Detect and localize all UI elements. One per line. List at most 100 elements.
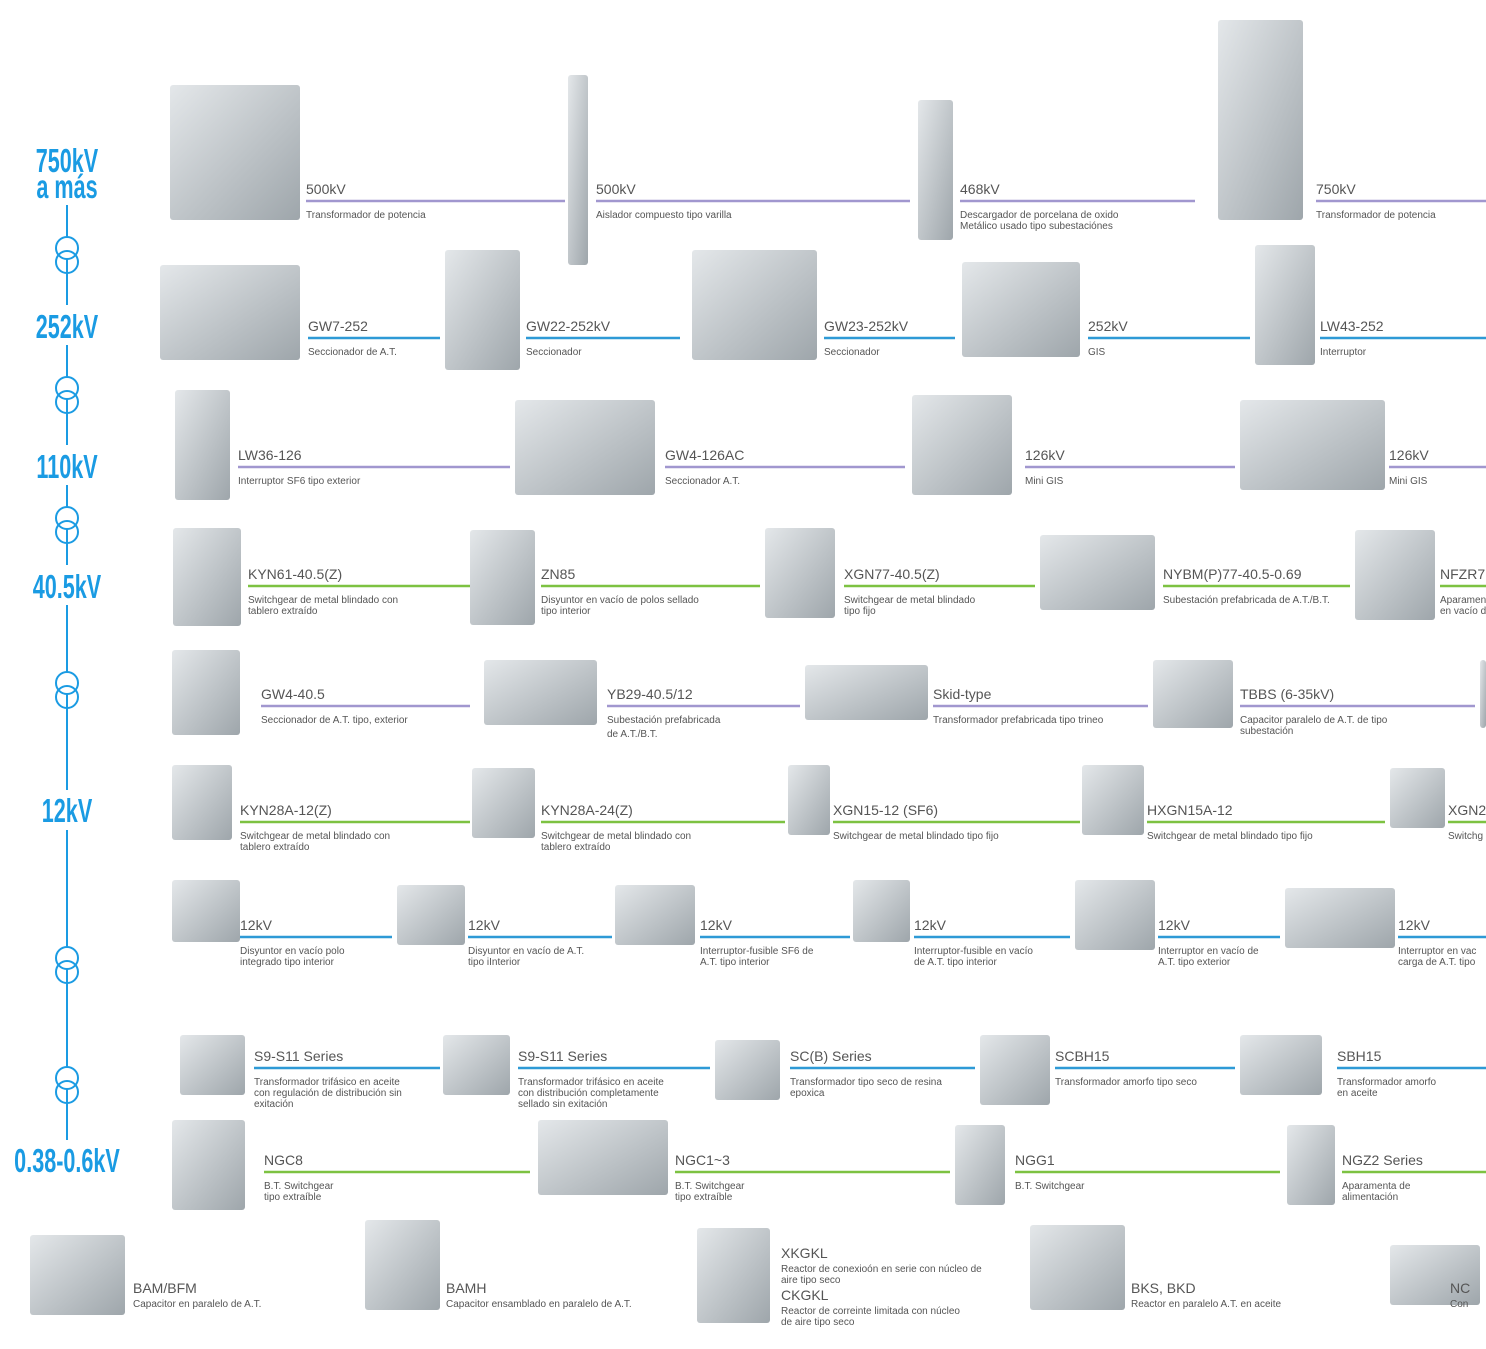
product-model: KYN28A-12(Z)	[240, 802, 332, 818]
product-description: Aparamenta de	[1342, 1181, 1411, 1192]
product-description: Switchgear de metal blindado con	[541, 831, 691, 842]
product-description: Disyuntor en vacío polo	[240, 946, 345, 957]
product-description: Switchg	[1448, 831, 1483, 842]
product-image	[962, 262, 1080, 357]
product-model: HXGN15A-12	[1147, 802, 1233, 818]
product-description: GIS	[1088, 347, 1106, 358]
product-image	[1355, 530, 1435, 620]
product-model: S9-S11 Series	[254, 1048, 343, 1064]
product-description: Interruptor-fusible en vacío	[914, 946, 1033, 957]
product-model: 252kV	[1088, 318, 1128, 334]
product-description: tipo extraíble	[675, 1192, 733, 1203]
product-image	[1287, 1125, 1335, 1205]
product-description: Transformador tipo seco de resina	[790, 1077, 942, 1088]
product-description: integrado tipo interior	[240, 957, 335, 968]
product-description: Disyuntor en vacío de A.T.	[468, 946, 584, 957]
product-model: 12kV	[1398, 917, 1431, 933]
product-description: con distribución completamente	[518, 1088, 659, 1099]
product-image	[172, 765, 232, 840]
product-model: NGC8	[264, 1152, 303, 1168]
product-model: GW7-252	[308, 318, 368, 334]
product-description: Capacitor paralelo de A.T. de tipo	[1240, 715, 1388, 726]
product-model: 750kV	[1316, 181, 1356, 197]
voltage-label: 110kV	[36, 447, 97, 485]
product-model: 12kV	[1158, 917, 1191, 933]
product-description: Interruptor-fusible SF6 de	[700, 946, 814, 957]
product-description: epoxica	[790, 1088, 825, 1099]
product-description: Mini GIS	[1389, 476, 1428, 487]
product-description: Transformador trifásico en aceite	[254, 1077, 400, 1088]
product-description: Descargador de porcelana de oxido	[960, 210, 1119, 221]
product-model: NFZR7	[1440, 566, 1485, 582]
product-description: Disyuntor en vacío de polos sellado	[541, 595, 699, 606]
product-description: tipo extraíble	[264, 1192, 322, 1203]
product-description: Reactor de conexioón en serie con núcleo…	[781, 1264, 982, 1275]
transformer-symbol	[56, 672, 78, 694]
product-image	[568, 75, 588, 265]
product-description: Seccionador de A.T.	[308, 347, 397, 358]
product-model: ZN85	[541, 566, 575, 582]
product-image	[765, 528, 835, 618]
product-image	[1390, 1245, 1480, 1305]
voltage-label: 12kV	[42, 791, 93, 829]
product-image	[175, 390, 230, 500]
product-image	[172, 880, 240, 942]
product-model: 126kV	[1389, 447, 1429, 463]
product-image	[1390, 768, 1445, 828]
product-image	[1030, 1225, 1125, 1310]
product-model: 12kV	[700, 917, 733, 933]
product-description: Seccionador	[824, 347, 880, 358]
product-image	[697, 1228, 770, 1323]
product-image	[692, 250, 817, 360]
product-description: de A.T./B.T.	[607, 729, 658, 740]
product-description: Aparamen	[1440, 595, 1486, 606]
product-image	[918, 100, 953, 240]
product-description: Interruptor SF6 tipo exterior	[238, 476, 361, 487]
product-description: Switchgear de metal blindado tipo fijo	[1147, 831, 1313, 842]
product-description: sellado sin exitación	[518, 1099, 608, 1110]
product-image	[615, 885, 695, 945]
product-description: carga de A.T. tipo	[1398, 957, 1476, 968]
product-model: NYBM(P)77-40.5-0.69	[1163, 566, 1302, 582]
product-model: SC(B) Series	[790, 1048, 872, 1064]
product-description: tipo iInterior	[468, 957, 521, 968]
product-image	[1153, 660, 1233, 728]
product-image	[1240, 1035, 1322, 1095]
product-description: Aislador compuesto tipo varilla	[596, 210, 732, 221]
product-model: 468kV	[960, 181, 1000, 197]
product-model: KYN28A-24(Z)	[541, 802, 633, 818]
product-description: tipo interior	[541, 606, 591, 617]
product-image	[1075, 880, 1155, 950]
product-image	[1218, 20, 1303, 220]
product-model: 126kV	[1025, 447, 1065, 463]
product-description: tablero extraído	[240, 842, 310, 853]
product-image	[912, 395, 1012, 495]
product-image	[1285, 888, 1395, 948]
product-model: LW43-252	[1320, 318, 1384, 334]
product-description: tablero extraído	[248, 606, 318, 617]
transformer-symbol	[56, 237, 78, 259]
product-model: S9-S11 Series	[518, 1048, 607, 1064]
product-model: XGN2	[1448, 802, 1486, 818]
product-model: NGG1	[1015, 1152, 1055, 1168]
product-model: SCBH15	[1055, 1048, 1110, 1064]
product-model: XGN15-12 (SF6)	[833, 802, 938, 818]
product-description: Switchgear de metal blindado tipo fijo	[833, 831, 999, 842]
product-description: Transformador de potencia	[1316, 210, 1436, 221]
product-image	[788, 765, 830, 835]
product-description: tipo fijo	[844, 606, 876, 617]
product-image	[955, 1125, 1005, 1205]
product-model: YB29-40.5/12	[607, 686, 693, 702]
product-image	[365, 1220, 440, 1310]
product-description: Interruptor	[1320, 347, 1367, 358]
transformer-symbol	[56, 507, 78, 529]
product-image	[853, 880, 910, 942]
product-model: CKGKL	[781, 1287, 829, 1303]
voltage-label: 252kV	[36, 307, 99, 345]
product-model: BAMH	[446, 1280, 486, 1296]
product-image	[470, 530, 535, 625]
product-model: GW23-252kV	[824, 318, 909, 334]
product-model: NGZ2 Series	[1342, 1152, 1423, 1168]
product-image	[805, 665, 928, 720]
product-image	[443, 1035, 510, 1095]
